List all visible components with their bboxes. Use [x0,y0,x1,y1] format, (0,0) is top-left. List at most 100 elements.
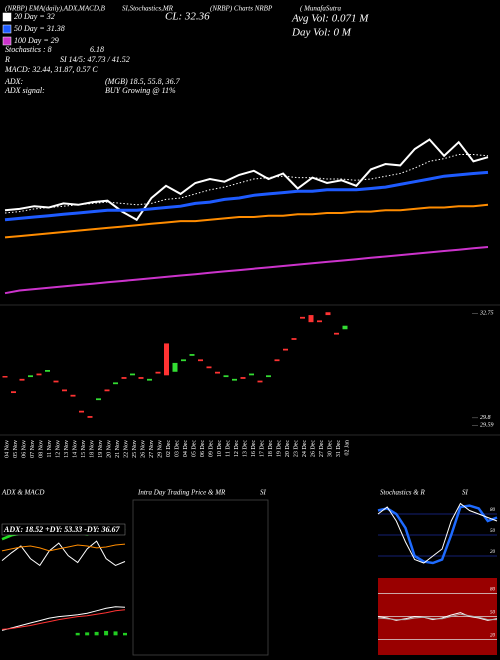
x-tick-label: 23 Dec [293,440,299,457]
candle [300,316,305,319]
candle [2,376,8,378]
panel-subtitle: SI [260,489,267,497]
panel-title: Intra Day Trading Price & MR [137,489,226,497]
histogram-bar [104,630,109,636]
candle [121,377,127,379]
series-line [377,502,498,564]
y-tick-label: 50 [490,529,496,534]
legend-swatch [2,12,12,22]
x-tick-label: 20 Nov [106,440,112,458]
info: SI 14/5: 47.73 / 41.52 [60,55,130,64]
x-tick-label: 06 Nov [21,440,27,458]
candle [206,366,212,369]
x-tick-label: 08 Nov [38,440,44,458]
x-tick-label: 04 Nov [4,440,10,458]
x-tick-label: 03 Dec [174,440,180,457]
x-tick-label: 07 Nov [30,440,36,458]
candle [249,373,254,376]
candle [96,398,101,401]
x-tick-label: 09 Dec [208,440,214,457]
candle [325,312,331,316]
x-tick-label: 02 Dec [166,440,172,457]
candle [164,343,169,376]
panel-title: ADX & MACD [1,489,44,497]
candle [317,320,322,323]
candle [181,359,186,362]
x-tick-label: 25 Nov [132,440,138,458]
histogram-bar [113,631,118,636]
candle [155,371,161,374]
panel-label: ADX: 18.52 +DY: 53.33 -DY: 36.67 [3,525,121,534]
candle [334,332,339,335]
x-tick-label: 12 Dec [234,440,240,457]
candle [70,394,76,397]
histogram-bar [94,631,99,636]
candle [342,325,348,330]
y-tick-label: 29.59 [480,423,494,429]
legend-swatch [2,36,12,46]
candle [172,362,178,372]
x-tick-label: 19 Nov [98,440,104,458]
info: MACD: 32.44, 31.87, 0.57 C [4,65,98,74]
candle [223,375,229,378]
close-price: CL: 32.36 [165,11,210,23]
x-tick-label: 26 Dec [310,440,316,457]
x-tick-label: 24 Dec [302,440,308,457]
series-line [1,609,126,630]
series-line [1,543,126,552]
x-tick-label: 06 Dec [200,440,206,457]
series-line [4,203,489,239]
candle [19,378,25,381]
info: Stochastics : 8 [5,45,52,54]
x-tick-label: 30 Dec [327,440,333,457]
candle [257,380,263,383]
histogram-bar [75,632,80,636]
x-tick-label: 31 Dec [336,440,342,457]
x-tick-label: 02 Jan [344,440,350,456]
label-box [1,523,126,536]
y-tick-label: 32.75 [479,311,494,317]
y-tick-label: 20 [490,634,496,639]
series-line [377,613,497,621]
candle [215,371,220,374]
info: ADX signal: [4,86,45,95]
x-tick-label: 05 Nov [13,440,19,458]
histogram-bar [123,632,127,636]
info: BUY Growing @ 11% [105,86,176,95]
x-tick-label: 13 Dec [242,440,248,457]
candle [283,348,288,351]
candle [11,391,16,394]
title-part: (NRBP) EMA(daily),ADX,MACD,B [5,5,106,13]
panel-subtitle: SI [462,489,469,497]
x-tick-label: 18 Nov [89,440,95,458]
info: (MGB) 18.5, 55.8, 36.7 [105,77,181,86]
candle [87,416,93,418]
y-tick-label: 50 [490,611,496,616]
x-tick-label: 27 Dec [319,440,325,457]
x-tick-label: 17 Dec [259,440,265,457]
candle [36,373,42,376]
x-tick-label: 12 Nov [55,440,61,458]
x-tick-label: 20 Dec [285,440,291,457]
candle [147,378,152,381]
histogram-bar [85,632,90,636]
candle [79,410,84,413]
candle [266,375,271,378]
y-tick-label: 80 [490,588,496,593]
candle [138,377,144,379]
y-tick-label: 20 [490,550,496,555]
candle [28,375,33,378]
series-line [1,606,126,631]
info: 6.18 [90,45,104,54]
x-tick-label: 16 Dec [251,440,257,457]
candle [198,359,203,362]
legend-label: 20 Day = 32 [14,12,55,21]
series-line [4,170,489,222]
y-tick-label: 80 [490,508,496,513]
x-tick-label: 05 Dec [191,440,197,457]
info: R [4,55,10,64]
candle [113,382,118,385]
